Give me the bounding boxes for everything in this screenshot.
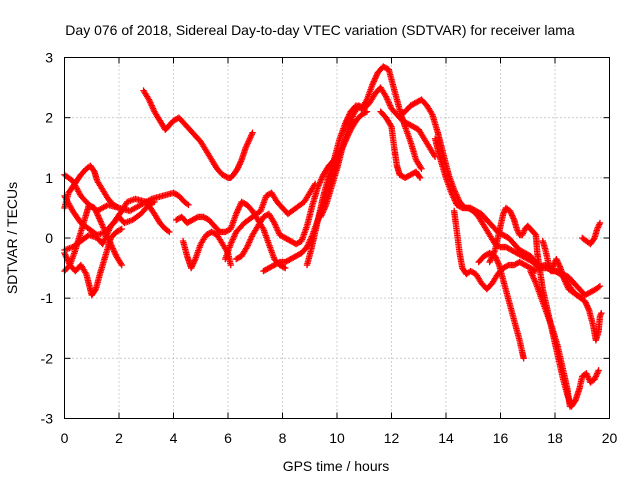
data-point [118,261,125,269]
data-point [416,173,423,180]
y-tick-label: -3 [41,411,54,427]
data-point [117,226,124,233]
series-track-21 [527,267,574,410]
series-track-20 [486,204,602,410]
series-track-15 [377,108,424,182]
x-tick-label: 8 [279,430,287,446]
y-tick-label: 2 [45,110,53,126]
series-track-19 [475,249,527,362]
x-tick-label: 2 [115,430,123,446]
x-tick-label: 18 [547,430,563,446]
data-point [185,201,192,209]
data-point [118,225,125,233]
x-tick-label: 20 [602,430,618,446]
x-tick-label: 0 [61,430,69,446]
y-tick-labels: -3 -2 -1 0 1 2 3 [41,50,54,427]
series-track-9 [179,228,234,272]
data-point [595,367,602,374]
series-track-22 [539,237,605,344]
data-point [531,267,538,274]
x-tick-label: 6 [224,430,232,446]
data-point [166,228,173,236]
data-points [61,63,605,410]
y-tick-label: 0 [45,230,53,246]
data-point [151,198,158,206]
x-tick-labels: 0 2 4 6 8 10 12 14 16 18 20 [61,430,618,446]
data-point [596,219,604,227]
x-tick-label: 10 [329,430,345,446]
data-point [149,199,157,206]
x-axis-label: GPS time / hours [283,458,390,474]
series-track-10 [222,180,319,263]
series-track-6 [61,225,125,299]
series-track-4 [61,201,125,275]
data-point [227,261,234,269]
y-axis-label: SDTVAR / TECUs [4,182,20,294]
data-point [598,310,605,317]
y-tick-label: -1 [41,290,54,306]
data-point [596,282,604,290]
data-point [282,264,289,272]
x-tick-label: 14 [438,430,454,446]
data-point [520,355,527,362]
data-point [418,165,425,173]
series-track-23 [579,219,604,248]
data-point [183,200,191,208]
y-tick-label: -2 [41,350,54,366]
data-point [249,129,256,136]
data-point [114,203,121,211]
data-point [115,204,123,212]
data-point [164,227,172,235]
chart-title: Day 076 of 2018, Sidereal Day-to-day VTE… [65,22,575,38]
grid-lines [64,57,610,419]
x-tick-label: 12 [384,430,400,446]
data-point [595,283,602,291]
series-track-7 [140,87,256,182]
data-point [566,403,574,410]
data-point [416,174,424,182]
x-tick-label: 16 [493,430,509,446]
y-tick-label: 3 [45,50,53,66]
plot-frame [64,57,610,419]
series-track-5 [61,162,123,212]
series-track-14 [317,84,439,221]
data-point [91,287,99,294]
series-track-18 [450,207,540,293]
x-tick-label: 4 [170,430,178,446]
y-tick-label: 1 [45,170,53,186]
